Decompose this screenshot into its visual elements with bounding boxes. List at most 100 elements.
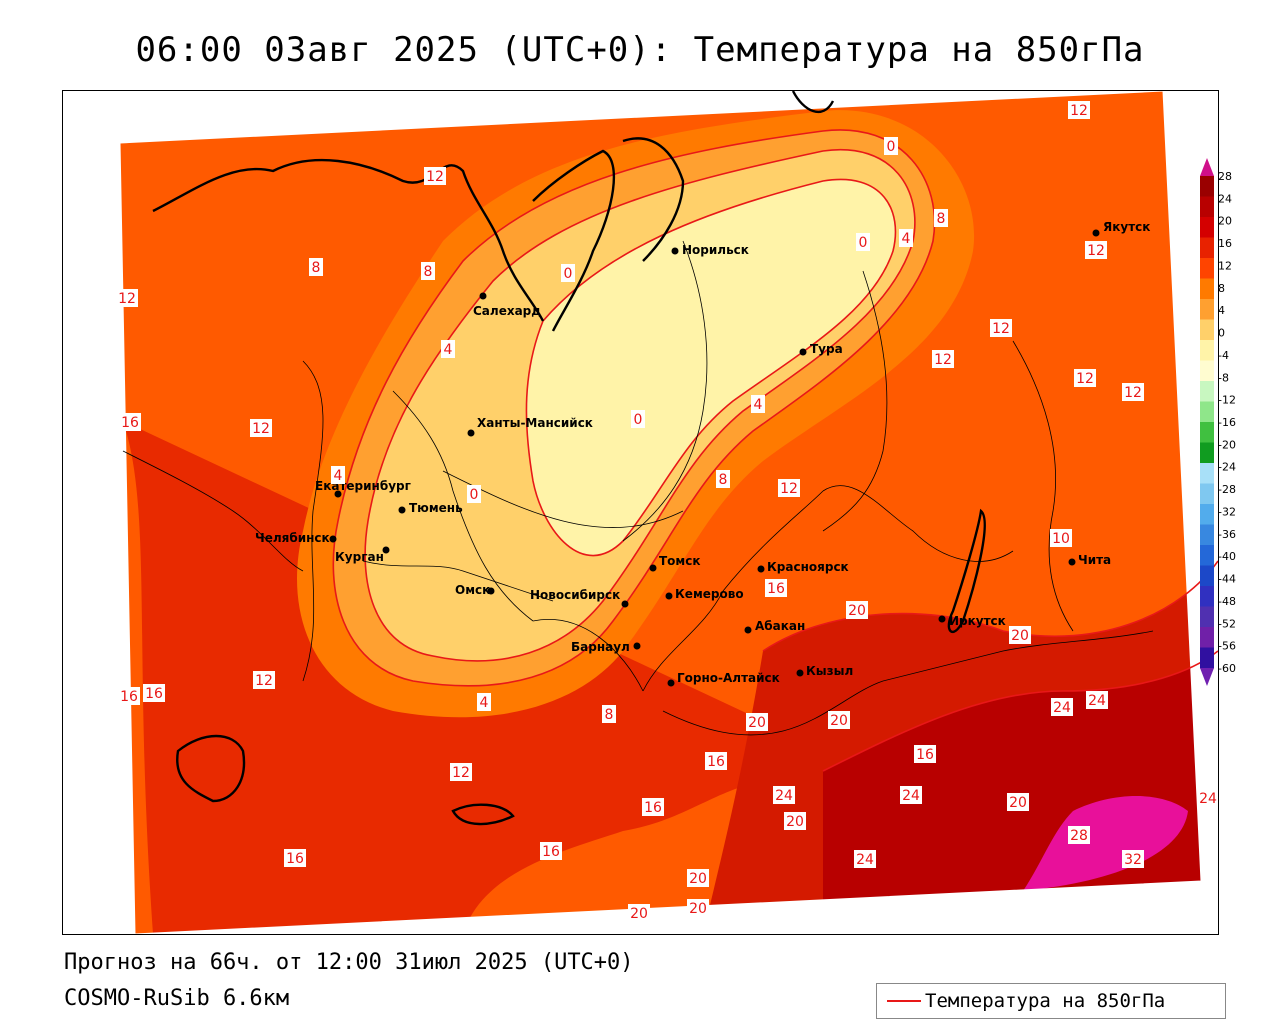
svg-text:24: 24 (1088, 693, 1106, 709)
contour-label: 16 (642, 798, 664, 816)
isotherm-20 (762, 560, 1218, 652)
colorbar-tick-label: -52 (1218, 617, 1236, 630)
svg-text:12: 12 (1124, 385, 1142, 401)
colorbar-tick-label: -8 (1218, 371, 1229, 384)
svg-text:4: 4 (480, 695, 489, 711)
contour-label: 12 (116, 289, 138, 307)
colorbar-cell (1200, 299, 1214, 320)
svg-text:10: 10 (1052, 531, 1070, 547)
colorbar-tick-label: 8 (1218, 282, 1225, 295)
city-label: Якутск (1103, 220, 1150, 234)
contour-label: 12 (250, 419, 272, 437)
contour-label: 16 (540, 842, 562, 860)
city-krasnoyarsk: Красноярск (757, 560, 849, 574)
coastline-gydan (622, 137, 685, 262)
colorbar-cell (1200, 217, 1214, 238)
svg-text:16: 16 (120, 689, 138, 705)
domain-outline (119, 91, 1202, 934)
contour-label: 24 (854, 850, 876, 868)
svg-text:24: 24 (1053, 700, 1071, 716)
colorbar-tick-label: 24 (1218, 192, 1232, 205)
svg-text:16: 16 (767, 581, 785, 597)
colorbar-cell (1200, 463, 1214, 484)
contour-label: 8 (309, 258, 323, 276)
map-canvas: Якутск Норильск Салехард Тура Ханты-Манс… (116, 91, 1218, 934)
contour-label: 8 (421, 262, 435, 280)
isotherm-24 (822, 650, 1218, 772)
svg-text:16: 16 (286, 851, 304, 867)
city-label: Тюмень (409, 501, 463, 515)
contour-label: 16 (118, 687, 140, 705)
city-yakutsk: Якутск (1092, 220, 1150, 237)
admin-borders (122, 240, 1154, 736)
svg-text:12: 12 (780, 481, 798, 497)
contour-label: 24 (1086, 691, 1108, 709)
svg-text:16: 16 (644, 800, 662, 816)
field-minus4-0 (526, 179, 896, 556)
svg-text:12: 12 (118, 291, 136, 307)
contour-value-labels: 12 12 0 8 4 0 12 8 12 4 0 0 12 12 12 12 16 12 4 8 0 4 8 12 16 10 1… (116, 101, 1218, 922)
contour-label: 12 (1085, 241, 1107, 259)
colorbar-cell (1200, 545, 1214, 566)
colorbar-tick-label: -28 (1218, 483, 1236, 496)
city-gorno-altaysk: Горно-Алтайск (667, 671, 780, 687)
colorbar-tick-label: -44 (1218, 573, 1236, 586)
svg-text:0: 0 (470, 487, 479, 503)
svg-text:12: 12 (252, 421, 270, 437)
city-kyzyl: Кызыл (796, 664, 853, 678)
contour-label: 20 (846, 601, 868, 619)
city-label: Омск (455, 583, 490, 597)
city-label: Кызыл (806, 664, 853, 678)
city-label: Тура (810, 342, 843, 356)
model-info: COSMO-RuSib 6.6км (64, 986, 290, 1011)
colorbar-cell (1200, 627, 1214, 648)
city-kemerovo: Кемерово (665, 587, 744, 601)
colorbar-cell (1200, 606, 1214, 628)
city-label: Екатеринбург (315, 479, 411, 493)
contour-label: 4 (331, 466, 345, 484)
colorbar-tick-label: 16 (1218, 237, 1232, 250)
contour-label: 16 (119, 413, 141, 431)
city-khanty-mansiysk: Ханты-Мансийск (467, 416, 593, 437)
contour-label: 4 (441, 340, 455, 358)
contour-label: 0 (467, 485, 481, 503)
city-salekhard: Салехард (473, 292, 541, 318)
svg-text:12: 12 (1076, 371, 1094, 387)
contour-label: 24 (773, 786, 795, 804)
colorbar-tick-label: 0 (1218, 327, 1225, 340)
colorbar-cell (1200, 647, 1214, 669)
svg-text:0: 0 (887, 139, 896, 155)
contour-label: 20 (687, 899, 709, 917)
colorbar-cell (1200, 360, 1214, 382)
contour-label: 4 (477, 693, 491, 711)
city-barnaul: Барнаул (571, 640, 641, 654)
colorbar-cell (1200, 381, 1214, 402)
svg-text:12: 12 (934, 352, 952, 368)
contour-label: 32 (1122, 850, 1144, 868)
colorbar-tick-label: -20 (1218, 438, 1236, 451)
contour-label: 24 (1197, 789, 1218, 807)
svg-text:16: 16 (121, 415, 139, 431)
contour-label: 24 (1051, 698, 1073, 716)
svg-text:32: 32 (1124, 852, 1142, 868)
colorbar-tick-label: -4 (1218, 349, 1229, 362)
isotherms (332, 129, 1218, 772)
contour-label: 16 (143, 684, 165, 702)
legend-line-swatch (887, 1000, 921, 1002)
city-tura: Тура (799, 342, 843, 356)
svg-text:24: 24 (775, 788, 793, 804)
svg-text:24: 24 (856, 852, 874, 868)
coastline-taimyr (791, 91, 835, 113)
svg-text:20: 20 (689, 871, 707, 887)
contour-label: 20 (746, 713, 768, 731)
contour-label: 12 (450, 763, 472, 781)
colorbar-cell (1200, 340, 1214, 361)
svg-text:0: 0 (634, 412, 643, 428)
city-tomsk: Томск (649, 554, 701, 572)
colorbar-cell (1200, 422, 1214, 443)
svg-text:4: 4 (444, 342, 453, 358)
svg-text:4: 4 (754, 397, 763, 413)
contour-label: 20 (828, 711, 850, 729)
city-chita: Чита (1068, 553, 1111, 567)
contour-label: 12 (253, 671, 275, 689)
